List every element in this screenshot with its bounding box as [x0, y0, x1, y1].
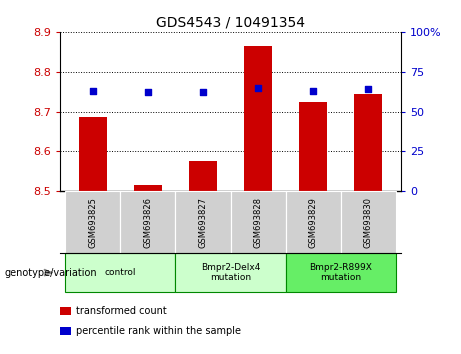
Text: Bmpr2-R899X
mutation: Bmpr2-R899X mutation: [309, 263, 372, 282]
Text: genotype/variation: genotype/variation: [5, 268, 97, 278]
Bar: [189, 161, 217, 191]
Text: GSM693830: GSM693830: [364, 196, 372, 248]
Point: [254, 85, 262, 91]
Point: [309, 88, 317, 93]
Point: [364, 86, 372, 92]
Bar: [134, 185, 162, 191]
Point: [144, 90, 152, 95]
Text: percentile rank within the sample: percentile rank within the sample: [76, 326, 241, 336]
Text: GSM693828: GSM693828: [254, 196, 262, 248]
Title: GDS4543 / 10491354: GDS4543 / 10491354: [156, 15, 305, 29]
Point: [89, 88, 97, 93]
Bar: [244, 46, 272, 191]
Text: transformed count: transformed count: [76, 306, 167, 316]
Text: GSM693826: GSM693826: [143, 196, 153, 248]
Bar: [355, 93, 382, 191]
Point: [199, 90, 207, 95]
Text: GSM693827: GSM693827: [199, 196, 207, 248]
Text: control: control: [105, 268, 136, 277]
Text: GSM693825: GSM693825: [89, 197, 97, 247]
Text: GSM693829: GSM693829: [308, 197, 318, 247]
Bar: [299, 102, 327, 191]
Bar: [79, 118, 106, 191]
Text: Bmpr2-Delx4
mutation: Bmpr2-Delx4 mutation: [201, 263, 260, 282]
